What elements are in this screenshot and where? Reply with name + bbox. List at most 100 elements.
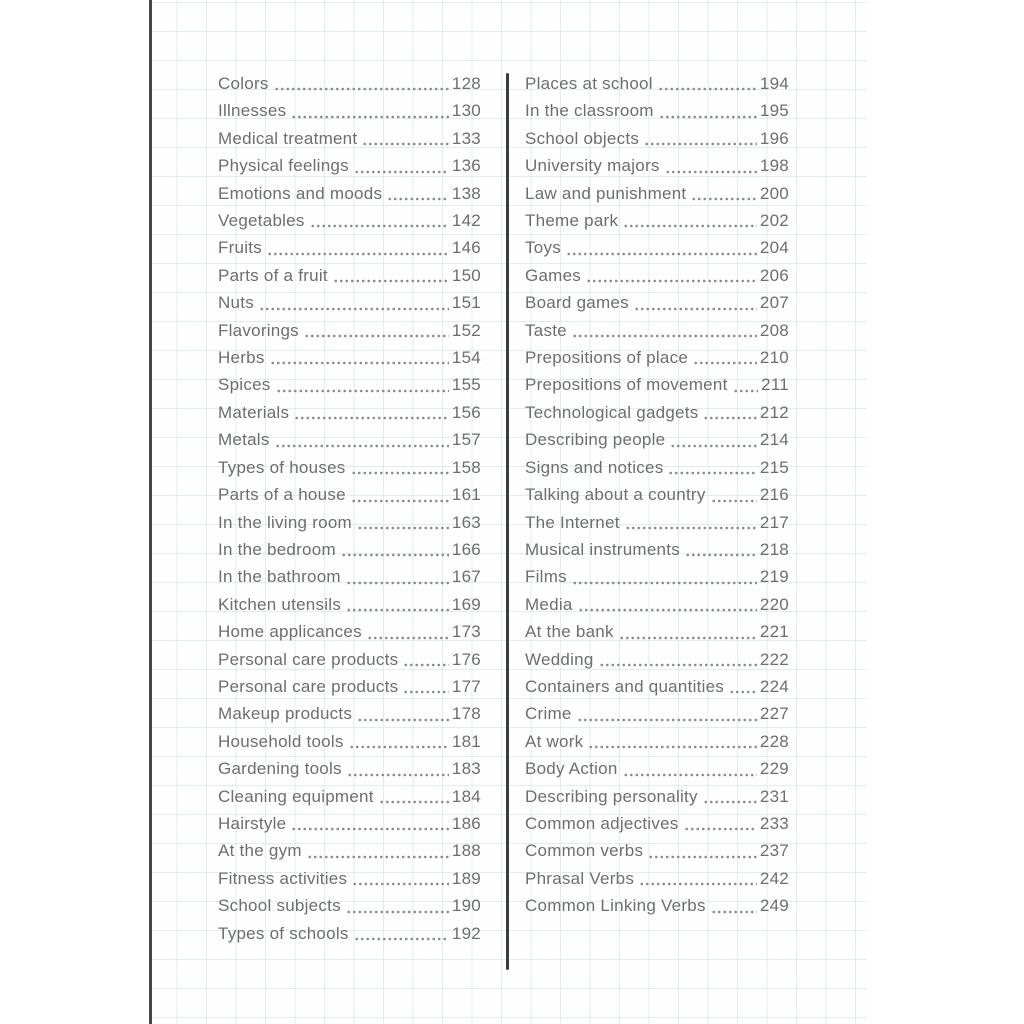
toc-entry-label: Places at school bbox=[525, 74, 653, 93]
toc-entry: Fitness activities 189 bbox=[218, 865, 481, 892]
toc-entry-label: Toys bbox=[525, 238, 561, 258]
toc-entry-page-number: 163 bbox=[451, 512, 481, 532]
dotted-leader bbox=[664, 169, 757, 174]
toc-entry-page-number: 215 bbox=[759, 457, 789, 477]
toc-entry: Describing personality 231 bbox=[525, 783, 789, 810]
toc-entry-label: Crime bbox=[525, 704, 572, 724]
toc-entry: Board games 207 bbox=[525, 289, 789, 316]
toc-entry: Cleaning equipment 184 bbox=[218, 783, 481, 810]
dotted-leader bbox=[353, 169, 449, 174]
toc-entry-page-number: 194 bbox=[759, 74, 789, 93]
dotted-leader bbox=[702, 799, 757, 804]
toc-entry-label: Phrasal Verbs bbox=[525, 868, 635, 888]
toc-entry: Fruits 146 bbox=[218, 234, 481, 261]
toc-entry-label: Technological gadgets bbox=[525, 402, 699, 422]
toc-entry-label: Colors bbox=[218, 74, 269, 93]
toc-entry-page-number: 222 bbox=[759, 649, 789, 669]
dotted-leader bbox=[598, 662, 757, 667]
toc-entry: Wedding 222 bbox=[525, 646, 789, 673]
toc-entry: Types of houses 158 bbox=[218, 454, 481, 481]
toc-entry-page-number: 157 bbox=[451, 430, 481, 450]
dotted-leader bbox=[732, 388, 759, 393]
toc-entry-label: At the bank bbox=[525, 622, 614, 642]
toc-entry-label: Household tools bbox=[218, 731, 344, 751]
dotted-leader bbox=[691, 197, 757, 202]
toc-entry-label: Kitchen utensils bbox=[218, 594, 342, 614]
toc-entry-label: Theme park bbox=[525, 211, 619, 231]
toc-entry: Signs and notices 215 bbox=[525, 454, 789, 481]
toc-entry-label: School objects bbox=[525, 128, 640, 148]
toc-entry-label: Gardening tools bbox=[218, 759, 342, 779]
toc-entry: Films 219 bbox=[525, 563, 789, 590]
toc-entry-page-number: 211 bbox=[761, 375, 789, 395]
toc-entry-page-number: 192 bbox=[451, 923, 481, 943]
toc-entry: Parts of a house 161 bbox=[218, 481, 481, 508]
toc-entry-page-number: 196 bbox=[759, 128, 789, 148]
toc-entry-label: Cleaning equipment bbox=[218, 786, 374, 806]
toc-entry-label: Makeup products bbox=[218, 704, 353, 724]
dotted-leader bbox=[633, 306, 757, 311]
toc-entry-page-number: 186 bbox=[451, 813, 481, 833]
toc-entry-page-number: 133 bbox=[451, 128, 481, 148]
toc-entry-label: Talking about a country bbox=[525, 485, 706, 505]
toc-entry-label: Describing personality bbox=[525, 786, 698, 806]
toc-entry-page-number: 221 bbox=[759, 622, 789, 642]
toc-entry-page-number: 154 bbox=[451, 348, 481, 368]
toc-entry-label: At the gym bbox=[218, 841, 302, 861]
dotted-leader bbox=[693, 361, 757, 366]
toc-entry-page-number: 156 bbox=[451, 402, 481, 422]
toc-entry-page-number: 184 bbox=[451, 786, 481, 806]
toc-entry: Crime 227 bbox=[525, 700, 789, 727]
toc-entry: Physical feelings 136 bbox=[218, 152, 481, 179]
toc-entry-page-number: 229 bbox=[759, 759, 789, 779]
toc-entry: Illnesses 130 bbox=[218, 97, 481, 124]
toc-entry-page-number: 178 bbox=[451, 704, 481, 724]
toc-entry: Metals 157 bbox=[218, 426, 481, 453]
dotted-leader bbox=[387, 197, 449, 202]
toc-entry-label: Signs and notices bbox=[525, 457, 664, 477]
toc-entry: In the bathroom 167 bbox=[218, 563, 481, 590]
dotted-leader bbox=[618, 635, 757, 640]
toc-entry-label: Containers and quantities bbox=[525, 676, 725, 696]
toc-entry-page-number: 188 bbox=[451, 841, 481, 861]
dotted-leader bbox=[571, 580, 757, 585]
dotted-leader bbox=[577, 608, 757, 613]
toc-entry: Materials 156 bbox=[218, 399, 481, 426]
toc-entry: Prepositions of place 210 bbox=[525, 344, 789, 371]
dotted-leader bbox=[346, 772, 449, 777]
toc-entry: At the gym 188 bbox=[218, 837, 481, 864]
toc-entry: At work 228 bbox=[525, 728, 789, 755]
toc-entry-page-number: 128 bbox=[451, 74, 481, 93]
toc-entry: Common verbs 237 bbox=[525, 837, 789, 864]
dotted-leader bbox=[571, 334, 757, 339]
toc-entry: Flavorings 152 bbox=[218, 317, 481, 344]
toc-column-right: Places at school 194 In the classroom 195 Sc… bbox=[525, 70, 789, 920]
toc-column-left: Colors 128 Illnesses 130 Medical treatment 13… bbox=[218, 70, 481, 947]
toc-entry-page-number: 158 bbox=[451, 457, 481, 477]
toc-entry-page-number: 152 bbox=[451, 320, 481, 340]
page-binding-line bbox=[149, 0, 152, 1024]
dotted-leader bbox=[378, 799, 449, 804]
toc-entry: Herbs 154 bbox=[218, 344, 481, 371]
toc-entry-label: Law and punishment bbox=[525, 183, 687, 203]
dotted-leader bbox=[588, 745, 757, 750]
toc-entry-label: Flavorings bbox=[218, 320, 299, 340]
toc-entry-page-number: 176 bbox=[451, 649, 481, 669]
dotted-leader bbox=[624, 525, 757, 530]
toc-entry: Describing people 214 bbox=[525, 426, 789, 453]
dotted-leader bbox=[668, 471, 757, 476]
toc-entry-page-number: 173 bbox=[451, 622, 481, 642]
toc-entry: Vegetables 142 bbox=[218, 207, 481, 234]
toc-entry: Personal care products 176 bbox=[218, 646, 481, 673]
dotted-leader bbox=[565, 251, 757, 256]
toc-entry: Personal care products 177 bbox=[218, 673, 481, 700]
dotted-leader bbox=[683, 827, 757, 832]
toc-entry-page-number: 195 bbox=[759, 101, 789, 121]
toc-entry-label: Home applicances bbox=[218, 622, 362, 642]
toc-entry-label: Herbs bbox=[218, 348, 265, 368]
toc-entry: Spices 155 bbox=[218, 371, 481, 398]
toc-entry: University majors 198 bbox=[525, 152, 789, 179]
toc-entry: Technological gadgets 212 bbox=[525, 399, 789, 426]
toc-entry-label: Describing people bbox=[525, 430, 666, 450]
